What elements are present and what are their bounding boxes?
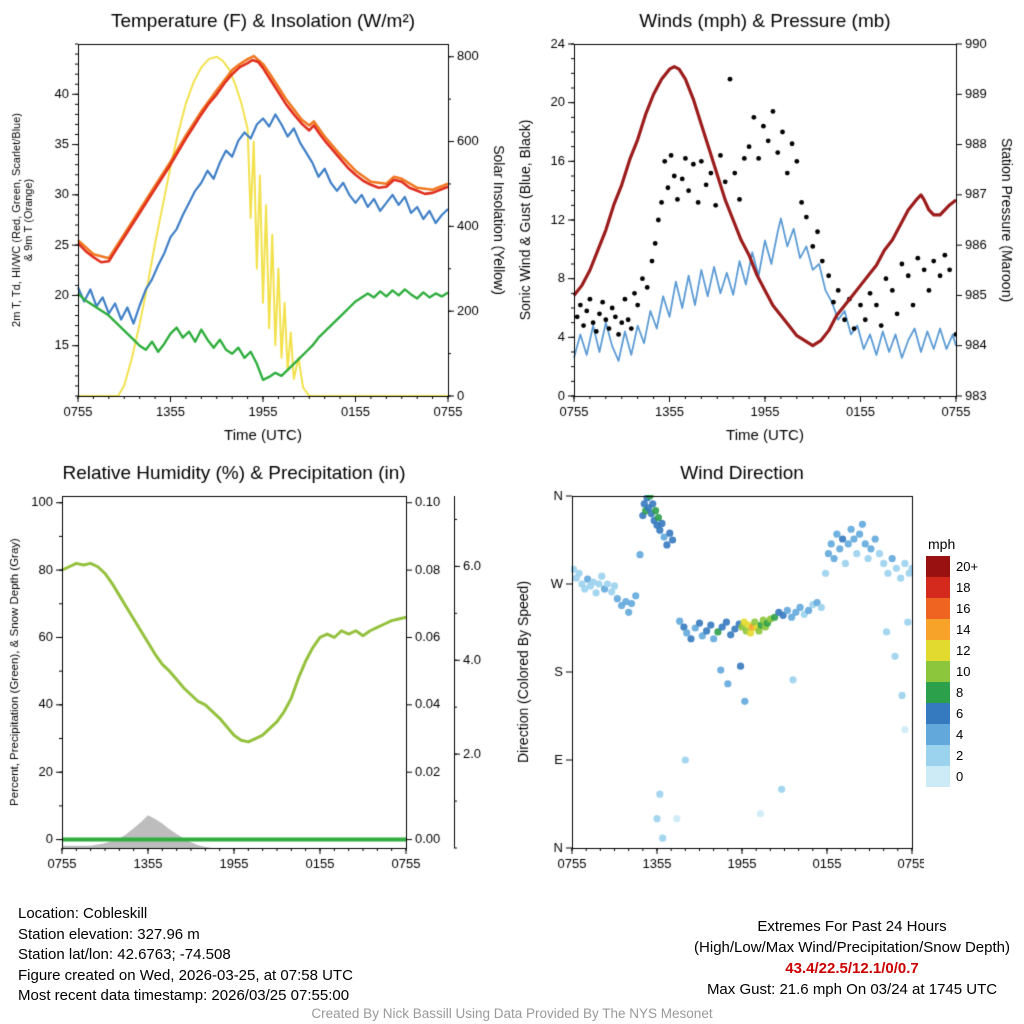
extremes-block: Extremes For Past 24 Hours (High/Low/Max… — [694, 916, 1010, 1000]
colorbar-swatch — [926, 745, 950, 766]
wind-speed-colorbar: mph 20+ 18 16 14 12 10 8 6 4 2 0 — [926, 536, 978, 787]
panel-winds-pressure — [512, 0, 1024, 452]
colorbar-row: 10 — [926, 661, 978, 682]
footer: Location: Cobleskill Station elevation: … — [0, 904, 1024, 1024]
charts-grid: mph 20+ 18 16 14 12 10 8 6 4 2 0 — [0, 0, 1024, 904]
colorbar-swatch — [926, 703, 950, 724]
colorbar-row: 12 — [926, 640, 978, 661]
colorbar-swatch — [926, 640, 950, 661]
colorbar-row: 0 — [926, 766, 978, 787]
winds-pressure-chart — [512, 0, 1024, 452]
colorbar-label: 18 — [956, 580, 971, 595]
colorbar-swatch — [926, 724, 950, 745]
colorbar-label: 0 — [956, 769, 964, 784]
credit-line: Created By Nick Bassill Using Data Provi… — [311, 1006, 713, 1021]
colorbar-swatch — [926, 766, 950, 787]
data-timestamp: Most recent data timestamp: 2026/03/25 0… — [18, 987, 350, 1004]
colorbar-swatch — [926, 556, 950, 577]
colorbar-label: 8 — [956, 685, 964, 700]
extremes-title: Extremes For Past 24 Hours — [757, 918, 947, 935]
humidity-precipitation-chart — [0, 452, 512, 904]
temperature-insolation-chart — [0, 0, 512, 452]
panel-temperature-insolation — [0, 0, 512, 452]
colorbar-row: 4 — [926, 724, 978, 745]
colorbar-row: 8 — [926, 682, 978, 703]
colorbar-row: 2 — [926, 745, 978, 766]
panel-humidity-precipitation — [0, 452, 512, 904]
colorbar-row: 14 — [926, 619, 978, 640]
wind-direction-chart — [512, 452, 924, 904]
max-gust: Max Gust: 21.6 mph On 03/24 at 1745 UTC — [706, 981, 998, 998]
colorbar-label: 20+ — [956, 559, 979, 574]
colorbar-label: 4 — [956, 727, 964, 742]
figure-created: Figure created on Wed, 2026-03-25, at 07… — [18, 966, 353, 984]
extremes-subtitle: (High/Low/Max Wind/Precipitation/Snow De… — [694, 939, 1010, 956]
colorbar-swatch — [926, 682, 950, 703]
colorbar-title: mph — [928, 536, 956, 552]
colorbar-row: 16 — [926, 598, 978, 619]
colorbar-row: 18 — [926, 577, 978, 598]
colorbar-swatch — [926, 577, 950, 598]
station-metadata: Location: Cobleskill Station elevation: … — [18, 904, 353, 1007]
colorbar-row: 20+ — [926, 556, 978, 577]
colorbar-label: 12 — [956, 643, 971, 658]
colorbar-label: 6 — [956, 706, 964, 721]
colorbar-label: 16 — [956, 601, 971, 616]
station-latlon: Station lat/lon: 42.6763; -74.508 — [18, 946, 231, 963]
colorbar-swatch — [926, 619, 950, 640]
colorbar-row: 6 — [926, 703, 978, 724]
colorbar-swatch — [926, 598, 950, 619]
colorbar-swatch — [926, 661, 950, 682]
colorbar-label: 2 — [956, 748, 964, 763]
colorbar-label: 10 — [956, 664, 971, 679]
panel-wind-direction: mph 20+ 18 16 14 12 10 8 6 4 2 0 — [512, 452, 1024, 904]
colorbar-label: 14 — [956, 622, 971, 637]
extremes-values: 43.4/22.5/12.1/0/0.7 — [785, 960, 919, 977]
station-location: Location: Cobleskill — [18, 905, 148, 922]
station-elevation: Station elevation: 327.96 m — [18, 925, 200, 943]
